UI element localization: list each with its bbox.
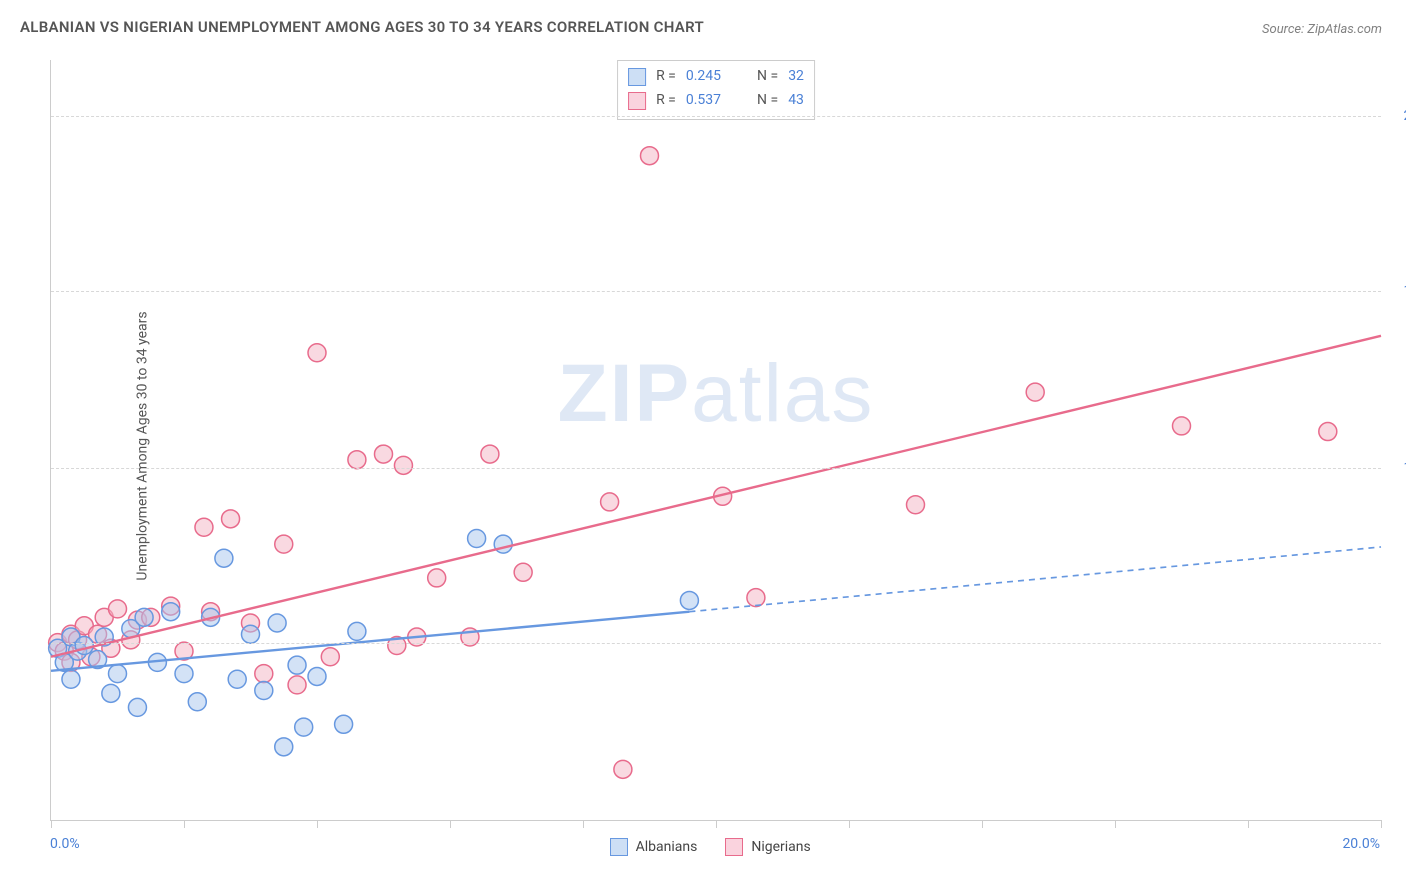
x-tick bbox=[1115, 820, 1116, 828]
scatter-point bbox=[268, 614, 286, 632]
x-axis-max-label: 20.0% bbox=[1342, 836, 1380, 852]
scatter-point bbox=[135, 608, 153, 626]
x-tick bbox=[982, 820, 983, 828]
scatter-point bbox=[468, 530, 486, 548]
bottom-legend: Albanians Nigerians bbox=[610, 838, 811, 856]
plot-area: ZIPatlas R = 0.245 N = 32 R = 0.537 N = … bbox=[50, 60, 1381, 821]
stats-row-albanians: R = 0.245 N = 32 bbox=[628, 65, 804, 89]
x-tick bbox=[1381, 820, 1382, 828]
y-gridline bbox=[51, 468, 1381, 469]
x-tick bbox=[583, 820, 584, 828]
scatter-point bbox=[747, 589, 765, 607]
scatter-point bbox=[348, 622, 366, 640]
scatter-point bbox=[275, 738, 293, 756]
scatter-point bbox=[394, 456, 412, 474]
scatter-point bbox=[1026, 383, 1044, 401]
swatch-nigerians bbox=[628, 92, 646, 110]
swatch-albanians bbox=[628, 68, 646, 86]
x-tick bbox=[51, 820, 52, 828]
scatter-point bbox=[614, 760, 632, 778]
scatter-point bbox=[481, 445, 499, 463]
scatter-point bbox=[321, 648, 339, 666]
stats-legend: R = 0.245 N = 32 R = 0.537 N = 43 bbox=[617, 60, 815, 120]
scatter-point bbox=[195, 518, 213, 536]
scatter-point bbox=[162, 603, 180, 621]
chart-container: ALBANIAN VS NIGERIAN UNEMPLOYMENT AMONG … bbox=[0, 0, 1406, 892]
scatter-point bbox=[255, 665, 273, 683]
chart-title: ALBANIAN VS NIGERIAN UNEMPLOYMENT AMONG … bbox=[20, 18, 704, 36]
plot-svg bbox=[51, 60, 1381, 820]
x-axis-min-label: 0.0% bbox=[50, 836, 80, 852]
scatter-point bbox=[228, 670, 246, 688]
scatter-point bbox=[295, 718, 313, 736]
scatter-point bbox=[109, 600, 127, 618]
y-tick-label: 18.8% bbox=[1385, 283, 1406, 299]
regression-line-extrapolated bbox=[689, 547, 1381, 612]
x-tick bbox=[716, 820, 717, 828]
scatter-point bbox=[375, 445, 393, 463]
legend-item-nigerians: Nigerians bbox=[725, 838, 810, 856]
y-tick-label: 6.3% bbox=[1385, 635, 1406, 651]
y-tick-label: 25.0% bbox=[1385, 108, 1406, 124]
scatter-point bbox=[109, 665, 127, 683]
scatter-point bbox=[514, 563, 532, 581]
x-tick bbox=[849, 820, 850, 828]
y-gridline bbox=[51, 291, 1381, 292]
scatter-point bbox=[242, 625, 260, 643]
scatter-point bbox=[255, 682, 273, 700]
scatter-point bbox=[288, 676, 306, 694]
x-tick bbox=[317, 820, 318, 828]
scatter-point bbox=[102, 684, 120, 702]
scatter-point bbox=[62, 670, 80, 688]
scatter-point bbox=[128, 698, 146, 716]
scatter-point bbox=[222, 510, 240, 528]
y-gridline bbox=[51, 643, 1381, 644]
source-attribution: Source: ZipAtlas.com bbox=[1262, 22, 1382, 37]
scatter-point bbox=[188, 693, 206, 711]
x-tick bbox=[184, 820, 185, 828]
scatter-point bbox=[308, 667, 326, 685]
scatter-point bbox=[215, 549, 233, 567]
scatter-point bbox=[335, 715, 353, 733]
x-tick bbox=[1248, 820, 1249, 828]
scatter-point bbox=[348, 451, 366, 469]
scatter-point bbox=[1173, 417, 1191, 435]
swatch-nigerians-b bbox=[725, 838, 743, 856]
legend-item-albanians: Albanians bbox=[610, 838, 698, 856]
scatter-point bbox=[1319, 423, 1337, 441]
scatter-point bbox=[907, 496, 925, 514]
scatter-point bbox=[428, 569, 446, 587]
scatter-point bbox=[175, 665, 193, 683]
scatter-point bbox=[641, 147, 659, 165]
scatter-point bbox=[308, 344, 326, 362]
scatter-point bbox=[275, 535, 293, 553]
y-tick-label: 12.5% bbox=[1385, 460, 1406, 476]
y-gridline bbox=[51, 116, 1381, 117]
x-tick bbox=[450, 820, 451, 828]
scatter-point bbox=[75, 636, 93, 654]
scatter-point bbox=[601, 493, 619, 511]
scatter-point bbox=[494, 535, 512, 553]
stats-row-nigerians: R = 0.537 N = 43 bbox=[628, 89, 804, 113]
scatter-point bbox=[680, 591, 698, 609]
swatch-albanians-b bbox=[610, 838, 628, 856]
scatter-point bbox=[288, 656, 306, 674]
